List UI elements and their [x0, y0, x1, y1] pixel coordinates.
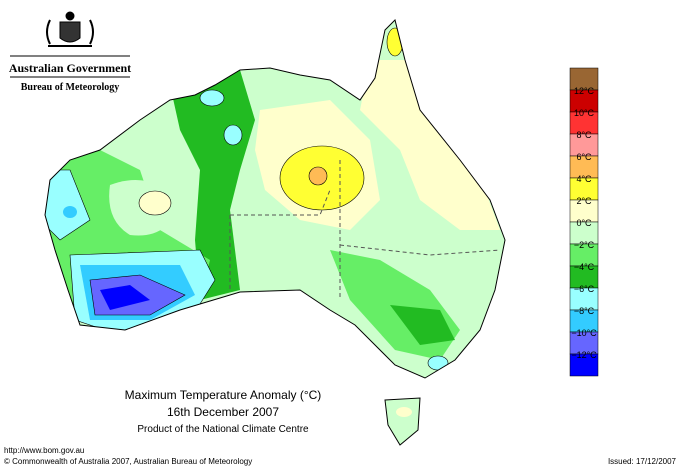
map-date: 16th December 2007	[167, 405, 279, 419]
legend-label: 4°C	[576, 174, 592, 184]
legend-label: 10°C	[574, 108, 595, 118]
legend-label: 6°C	[576, 152, 592, 162]
legend-label: −2°C	[574, 240, 595, 250]
url[interactable]: http://www.bom.gov.au	[4, 446, 84, 455]
map-title: Maximum Temperature Anomaly (°C)	[125, 388, 322, 402]
legend-label: −4°C	[574, 262, 595, 272]
legend: 12°C 10°C 8°C 6°C 4°C 2°C 0°C −2°C −4°C −6°C −8°C −…	[569, 67, 599, 377]
issued: Issued: 17/12/2007	[608, 457, 677, 466]
legend-label: 8°C	[576, 130, 592, 140]
gov-title: Australian Government	[9, 61, 131, 75]
map-source: Product of the National Climate Centre	[137, 424, 309, 435]
legend-swatch	[569, 353, 599, 377]
bureau-name: Bureau of Meteorology	[21, 82, 120, 93]
legend-label: 0°C	[576, 218, 592, 228]
legend-label: −10°C	[571, 328, 597, 338]
legend-label: 2°C	[576, 196, 592, 206]
copyright: © Commonwealth of Australia 2007, Austra…	[4, 457, 252, 466]
legend-label: −12°C	[571, 350, 597, 360]
tasmania	[384, 397, 421, 446]
legend-label: 12°C	[574, 86, 595, 96]
legend-label: −6°C	[574, 284, 595, 294]
tasmania-anomaly	[396, 407, 412, 417]
crest	[46, 11, 94, 47]
legend-label: −8°C	[574, 306, 595, 316]
